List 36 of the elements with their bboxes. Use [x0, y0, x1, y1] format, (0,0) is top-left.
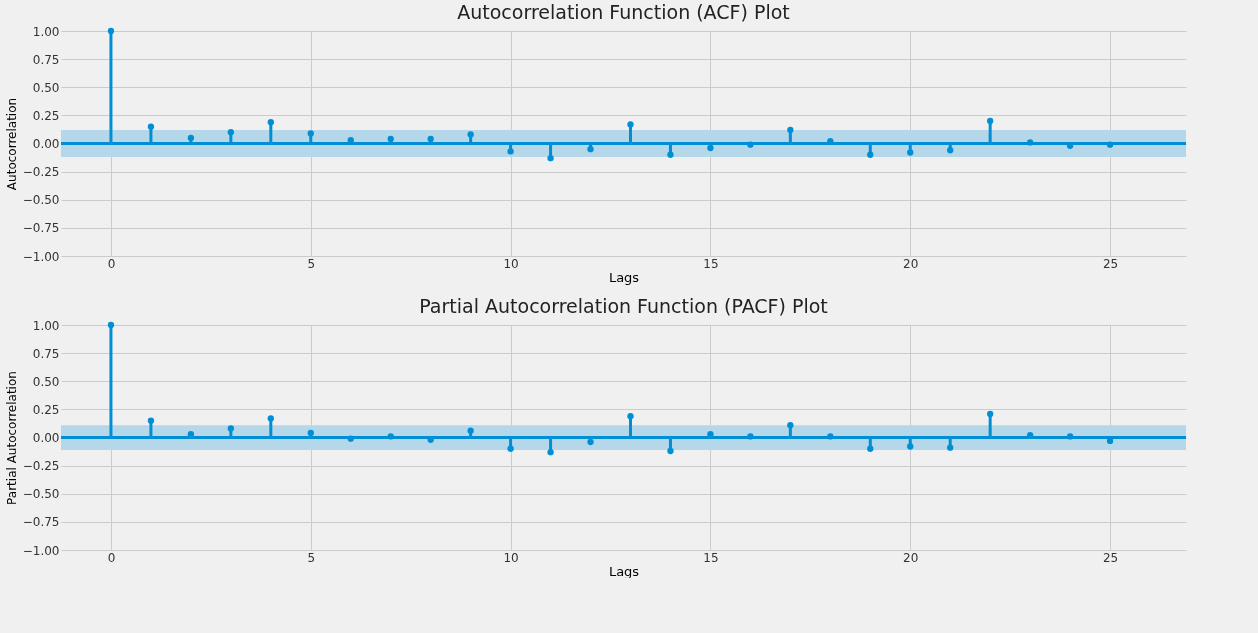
y-tick-label: −1.00 — [22, 543, 60, 558]
x-tick-label: 10 — [503, 550, 519, 565]
y-tick-label: 0.00 — [32, 137, 60, 151]
y-tick-label: 0.50 — [32, 374, 60, 389]
y-tick-label: 0.50 — [32, 80, 60, 95]
x-tick-label: 5 — [307, 550, 316, 565]
y-axis-title: Autocorrelation — [4, 97, 19, 191]
y-tick-label: 1.00 — [32, 24, 60, 39]
x-tick-label: 5 — [307, 256, 316, 271]
y-tick-label: −0.25 — [22, 165, 60, 180]
x-axis-title: Lags — [608, 269, 640, 285]
y-tick-label: 0.75 — [32, 52, 60, 67]
y-tick-label: −1.00 — [22, 249, 60, 264]
x-tick-label: 15 — [703, 550, 719, 565]
x-tick-label: 10 — [503, 256, 519, 271]
chart-title: Partial Autocorrelation Function (PACF) Plot — [419, 295, 828, 317]
x-tick-label: 20 — [903, 550, 919, 565]
y-tick-label: −0.75 — [22, 515, 60, 530]
x-axis-title: Lags — [608, 563, 640, 579]
x-tick-label: 20 — [903, 256, 919, 271]
y-tick-label: −0.75 — [22, 221, 60, 236]
x-tick-label: 0 — [107, 550, 116, 565]
y-tick-label: −0.25 — [22, 459, 60, 474]
y-tick-label: 0.00 — [32, 431, 60, 445]
x-tick-label: 15 — [703, 256, 719, 271]
x-tick-label: 25 — [1102, 550, 1119, 565]
y-tick-label: −0.50 — [22, 487, 60, 502]
x-tick-label: 0 — [107, 256, 116, 271]
chart-title: Autocorrelation Function (ACF) Plot — [457, 1, 790, 23]
y-tick-label: 0.25 — [32, 402, 60, 417]
y-tick-label: −0.50 — [22, 193, 60, 208]
y-tick-label: 0.25 — [32, 108, 60, 123]
y-tick-label: 1.00 — [32, 318, 60, 333]
y-tick-label: 0.75 — [32, 346, 60, 361]
x-tick-label: 25 — [1102, 256, 1119, 271]
y-axis-title: Partial Autocorrelation — [4, 371, 19, 505]
